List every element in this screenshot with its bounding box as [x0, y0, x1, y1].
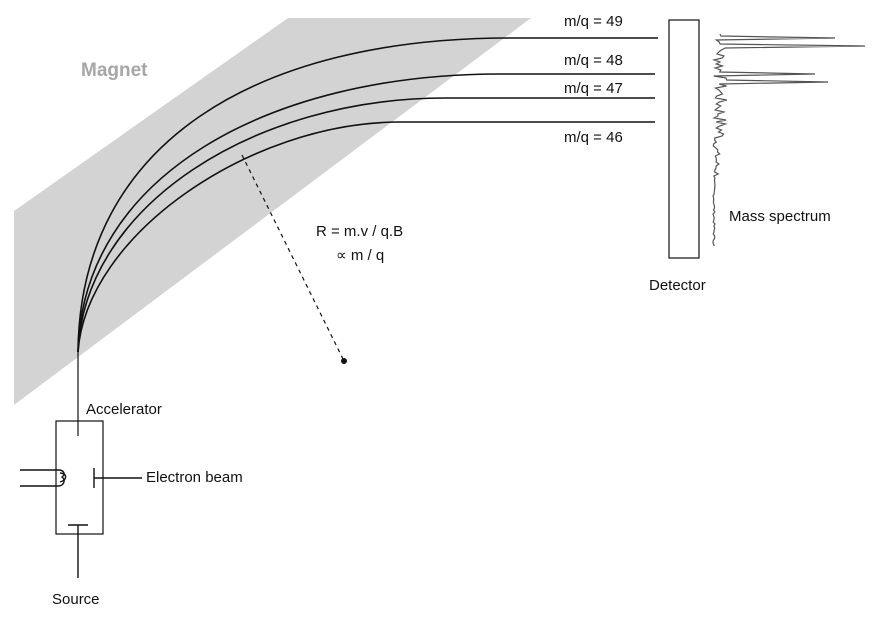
trajectory-label-46: m/q = 46 [564, 129, 623, 146]
trajectory-label-48: m/q = 48 [564, 52, 623, 69]
ion-trajectories [77, 37, 658, 353]
radius-line [241, 154, 345, 362]
filament [20, 469, 67, 487]
magnet-label: Magnet [81, 60, 148, 81]
trajectory-49 [77, 37, 658, 353]
detector-label: Detector [649, 277, 706, 294]
trajectory-label-47: m/q = 47 [564, 80, 623, 97]
electron-beam-label: Electron beam [146, 469, 243, 486]
mass-spectrum-trace [711, 33, 866, 247]
center-point [341, 358, 347, 364]
proportionality-formula: ∝ m / q [336, 247, 384, 264]
trajectory-label-49: m/q = 49 [564, 13, 623, 30]
source-label: Source [52, 591, 100, 608]
trajectory-48 [77, 73, 655, 353]
electron-beam-electrode [93, 468, 142, 488]
source-electrode [68, 524, 88, 578]
radius-formula: R = m.v / q.B [316, 223, 403, 240]
magnet-region [14, 18, 531, 405]
trajectory-47 [77, 97, 655, 353]
mass-spectrum-label: Mass spectrum [729, 208, 831, 225]
detector [668, 19, 700, 259]
trajectory-46 [77, 121, 655, 353]
accelerator-label: Accelerator [86, 401, 162, 418]
